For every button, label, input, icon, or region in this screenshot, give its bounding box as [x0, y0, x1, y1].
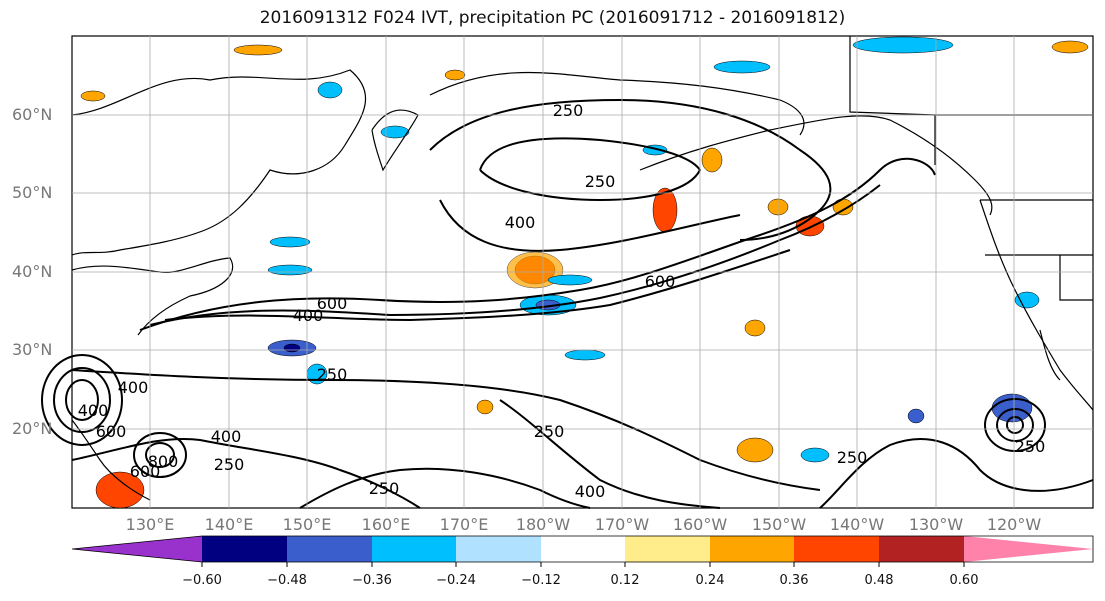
longitude-label: 150°E	[282, 515, 332, 534]
colorbar-tick-label: −0.36	[352, 573, 392, 588]
figure-title: 2016091312 F024 IVT, precipitation PC (2…	[259, 8, 846, 28]
colorbar-swatch	[456, 536, 541, 562]
longitude-label: 160°W	[672, 515, 728, 534]
longitude-label: 130°W	[908, 515, 964, 534]
latitude-label: 50°N	[12, 183, 53, 202]
contour-label: 400	[78, 401, 109, 420]
colorbar-tick-label: 0.24	[695, 573, 725, 588]
colorbar-swatch	[372, 536, 456, 562]
contour-label: 800	[148, 452, 179, 471]
graticule	[72, 36, 1093, 508]
longitude-label: 150°W	[751, 515, 807, 534]
contour-label: 250	[585, 172, 616, 191]
colorbar-tick-label: −0.48	[267, 573, 307, 588]
contour-label: 250	[837, 448, 868, 467]
contour-label: 600	[645, 272, 676, 291]
longitude-label: 120°W	[986, 515, 1042, 534]
contour-label: 400	[118, 378, 149, 397]
colorbar-swatch	[794, 536, 879, 562]
contour-label: 250	[553, 101, 584, 120]
colorbar-tick-label: 0.12	[610, 573, 640, 588]
longitude-label: 140°W	[829, 515, 885, 534]
latitude-label: 40°N	[12, 262, 53, 281]
contour-label: 400	[505, 213, 536, 232]
colorbar-tick-label: 0.48	[864, 573, 894, 588]
contour-label: 400	[211, 427, 242, 446]
contour-label: 600	[317, 294, 348, 313]
contour-label: 600	[130, 462, 161, 481]
contour-label: 250	[317, 365, 348, 384]
colorbar-tick-label: −0.12	[521, 573, 561, 588]
colorbar-swatch	[287, 536, 372, 562]
contour-label: 600	[96, 422, 127, 441]
colorbar-swatch	[879, 536, 964, 562]
latitude-label: 30°N	[12, 340, 53, 359]
colorbar-swatch	[964, 536, 1093, 562]
colorbar-swatch	[541, 536, 625, 562]
colorbar	[71, 535, 1094, 567]
contour-label: 250	[214, 455, 245, 474]
colorbar-tick-label: 0.60	[949, 573, 979, 588]
longitude-label: 160°E	[361, 515, 411, 534]
longitude-label: 180°W	[515, 515, 571, 534]
colorbar-tick-label: −0.24	[436, 573, 476, 588]
colorbar-swatch	[625, 536, 710, 562]
longitude-label: 140°E	[204, 515, 254, 534]
contour-label: 400	[575, 482, 606, 501]
longitude-label: 130°E	[125, 515, 175, 534]
precip-shading	[80, 36, 1089, 509]
latitude-label: 60°N	[12, 105, 53, 124]
contour-label: 400	[293, 306, 324, 325]
contour-label: 250	[369, 479, 400, 498]
latitude-label: 20°N	[12, 419, 53, 438]
contour-label: 250	[534, 422, 565, 441]
longitude-label: 170°W	[594, 515, 650, 534]
longitude-label: 170°E	[439, 515, 489, 534]
colorbar-swatch	[72, 536, 202, 562]
colorbar-swatch	[710, 536, 794, 562]
colorbar-tick-label: −0.60	[182, 573, 222, 588]
colorbar-tick-label: 0.36	[779, 573, 809, 588]
colorbar-swatch	[202, 536, 287, 562]
contour-label: 250	[1015, 437, 1046, 456]
